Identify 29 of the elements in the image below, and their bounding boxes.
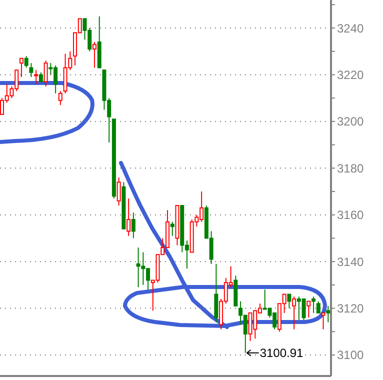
candlestick bbox=[292, 296, 296, 330]
y-tick-label: 3120 bbox=[337, 302, 364, 316]
candlestick bbox=[92, 42, 96, 68]
y-tick-label: 3220 bbox=[337, 68, 364, 82]
candlestick bbox=[326, 305, 330, 323]
y-tick-label: 3160 bbox=[337, 208, 364, 222]
candlestick bbox=[316, 300, 320, 314]
candlestick bbox=[321, 312, 326, 330]
y-tick-label: 3100 bbox=[337, 348, 364, 362]
annotation: 3100.91 bbox=[260, 346, 304, 360]
candlestick bbox=[306, 300, 311, 318]
candlestick bbox=[34, 70, 38, 85]
candlestick bbox=[38, 72, 43, 82]
candlestick bbox=[126, 198, 131, 236]
candlestick bbox=[312, 296, 316, 314]
y-tick-label: 3240 bbox=[337, 21, 364, 36]
candlestick bbox=[214, 263, 218, 323]
y-tick-label: 3200 bbox=[337, 114, 364, 129]
candlestick bbox=[287, 294, 292, 309]
candlestick bbox=[29, 62, 34, 78]
candlestick bbox=[58, 90, 62, 106]
candlestick bbox=[170, 221, 174, 236]
candlestick bbox=[116, 176, 121, 206]
candlestick bbox=[131, 212, 136, 239]
y-tick-label: 3180 bbox=[337, 161, 364, 176]
candlestick bbox=[19, 58, 24, 78]
y-tick-label: 3140 bbox=[337, 254, 364, 269]
candlestick bbox=[24, 56, 28, 68]
candlestick bbox=[44, 60, 48, 87]
